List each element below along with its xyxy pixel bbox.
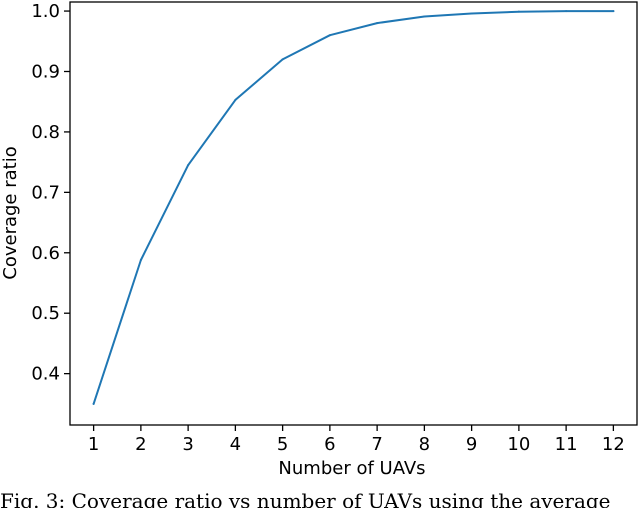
x-tick-label: 9 — [466, 434, 477, 455]
plot-frame — [69, 1, 638, 426]
y-tick-label: 0.8 — [31, 122, 60, 143]
y-axis-ticks: 0.4 0.5 0.6 0.7 0.8 0.9 1.0 — [31, 1, 70, 385]
data-point — [328, 34, 331, 37]
y-tick-label: 0.9 — [31, 61, 60, 82]
data-point — [612, 10, 615, 13]
x-tick-label: 12 — [602, 434, 625, 455]
series-line — [92, 10, 615, 405]
y-axis-title: Coverage ratio — [0, 146, 21, 279]
data-point — [470, 12, 473, 15]
data-point — [92, 402, 95, 405]
x-tick-label: 8 — [419, 434, 430, 455]
x-axis-ticks: 1 2 3 4 5 6 7 8 9 10 11 12 — [88, 425, 625, 455]
x-tick-label: 11 — [555, 434, 578, 455]
figure-caption: Fig. 3: Coverage ratio vs number of UAVs… — [0, 489, 611, 508]
data-point — [234, 98, 237, 101]
y-tick-label: 0.5 — [31, 303, 60, 324]
x-tick-label: 3 — [182, 434, 193, 455]
x-tick-label: 4 — [230, 434, 241, 455]
x-tick-label: 2 — [135, 434, 146, 455]
y-tick-label: 0.6 — [31, 243, 60, 264]
data-point — [565, 10, 568, 13]
data-point — [139, 259, 142, 262]
data-point — [187, 164, 190, 167]
data-point — [517, 10, 520, 13]
data-point — [281, 58, 284, 61]
x-tick-label: 6 — [324, 434, 335, 455]
x-axis-title: Number of UAVs — [278, 458, 425, 479]
series-layer — [92, 10, 615, 405]
y-tick-label: 1.0 — [31, 1, 60, 22]
y-tick-label: 0.4 — [31, 364, 60, 385]
data-point — [376, 22, 379, 25]
x-tick-label: 7 — [371, 434, 382, 455]
data-point — [423, 15, 426, 18]
x-tick-label: 1 — [88, 434, 99, 455]
x-tick-label: 10 — [507, 434, 530, 455]
y-tick-label: 0.7 — [31, 182, 60, 203]
x-tick-label: 5 — [277, 434, 288, 455]
